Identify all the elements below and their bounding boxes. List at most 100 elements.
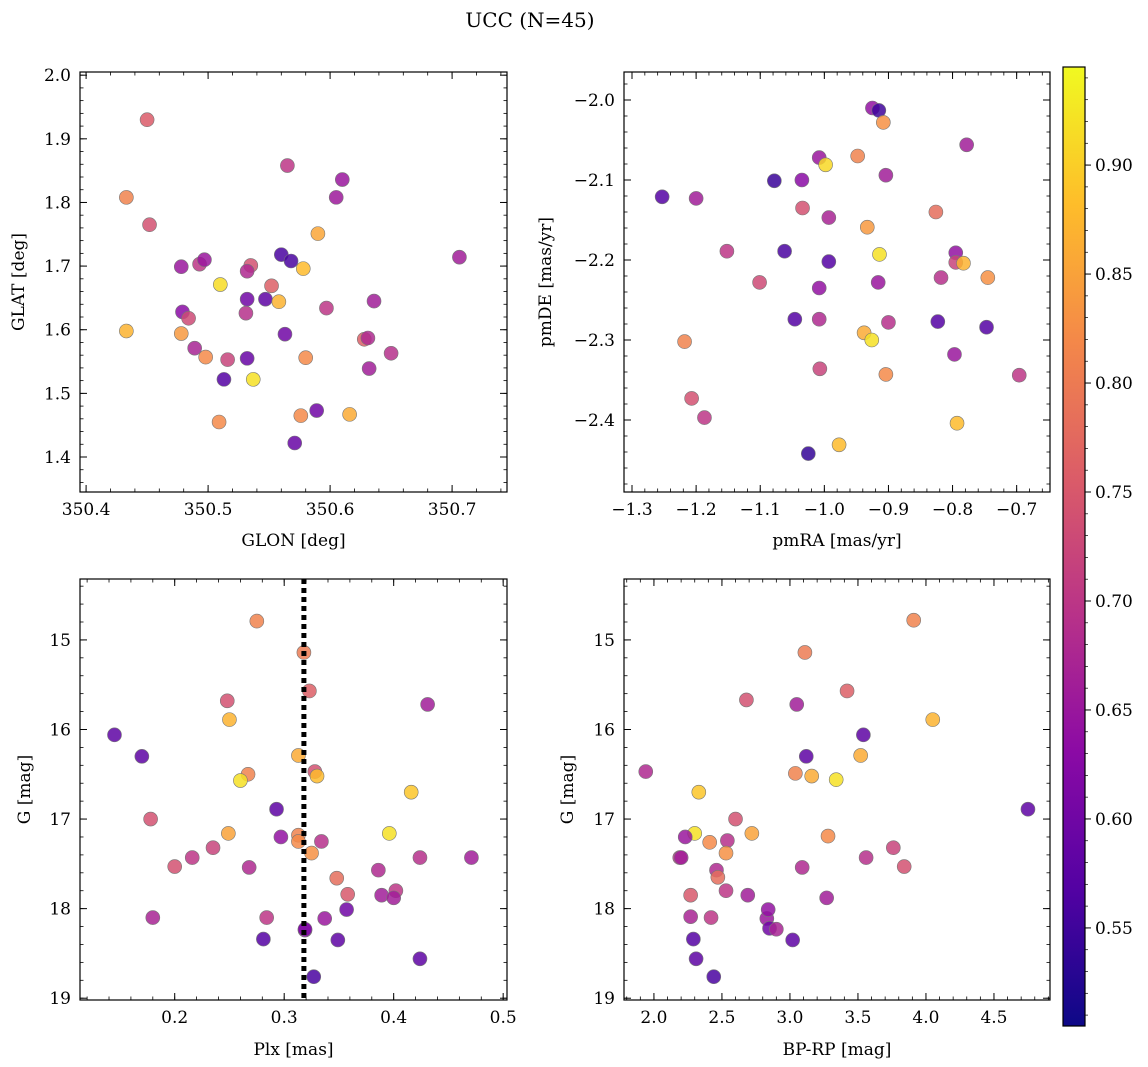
scatter-point xyxy=(374,887,389,903)
scatter-point xyxy=(720,833,735,848)
y-tick-label: 19 xyxy=(49,989,71,1009)
y-tick-label: 18 xyxy=(593,900,615,920)
scatter-point xyxy=(850,148,865,164)
x-tick-label: −1.2 xyxy=(675,500,716,520)
x-tick-label: 0.4 xyxy=(380,1008,407,1028)
scatter-point xyxy=(794,860,810,875)
scatter-point xyxy=(360,330,376,346)
scatter-point xyxy=(403,784,419,800)
x-tick-label: 3.0 xyxy=(776,1008,803,1028)
x-tick-label: 2.0 xyxy=(640,1008,667,1028)
scatter-point xyxy=(205,840,221,856)
scatter-point xyxy=(881,315,896,330)
colorbar-tick-label: 0.80 xyxy=(1095,374,1133,394)
scatter-point xyxy=(328,190,344,205)
scatter-point xyxy=(878,367,894,382)
scatter-point xyxy=(785,932,800,948)
scatter-point xyxy=(184,850,200,865)
scatter-point xyxy=(718,845,734,861)
axes-frame xyxy=(79,71,508,493)
scatter-point xyxy=(728,811,743,827)
scatter-point xyxy=(819,890,834,906)
scatter-point xyxy=(864,332,880,348)
y-axis-label: G [mag] xyxy=(15,755,35,824)
scatter-point xyxy=(259,910,274,925)
y-tick-label: 1.5 xyxy=(44,384,71,404)
scatter-point xyxy=(280,158,295,173)
scatter-point xyxy=(870,275,886,290)
scatter-point xyxy=(683,887,698,903)
y-tick-label: 19 xyxy=(593,989,615,1009)
colorbar-tick-label: 0.60 xyxy=(1095,810,1133,830)
scatter-point xyxy=(295,261,311,276)
scatter-point xyxy=(334,172,350,187)
scatter-point xyxy=(959,137,974,153)
colorbar-tick-label: 0.85 xyxy=(1095,265,1133,285)
y-tick-label: 1.7 xyxy=(44,257,71,277)
x-axis-label: BP-RP [mag] xyxy=(783,1040,892,1060)
scatter-point xyxy=(933,270,949,285)
scatter-point xyxy=(820,828,836,844)
scatter-point xyxy=(886,840,901,856)
scatter-point xyxy=(818,157,833,173)
scatter-point xyxy=(787,311,803,327)
scatter-point xyxy=(1011,367,1027,383)
colorbar-frame xyxy=(1062,66,1086,1027)
scatter-point xyxy=(706,969,722,985)
scatter-point xyxy=(382,826,397,841)
scatter-point xyxy=(293,408,309,423)
x-tick-label: 0.2 xyxy=(161,1008,188,1028)
x-tick-label: 2.5 xyxy=(708,1008,735,1028)
y-tick-label: 16 xyxy=(49,720,71,740)
x-tick-label: 3.5 xyxy=(844,1008,871,1028)
scatter-point xyxy=(271,294,287,310)
scatter-point xyxy=(821,210,837,225)
scatter-point xyxy=(143,811,158,827)
scatter-point xyxy=(925,712,941,727)
scatter-point xyxy=(342,407,357,422)
scatter-point xyxy=(173,259,189,275)
y-tick-label: −2.3 xyxy=(574,331,615,351)
scatter-point xyxy=(831,437,847,453)
scatter-point xyxy=(760,902,776,917)
axes-frame xyxy=(623,578,1051,1001)
y-axis-label: pmDE [mas/yr] xyxy=(536,217,556,347)
x-tick-label: 4.5 xyxy=(980,1008,1007,1028)
scatter-point xyxy=(654,189,670,205)
scatter-point xyxy=(304,845,319,861)
panel-glon-glat: GLON [deg] GLAT [deg] 350.4 350.5 350.6 350… xyxy=(9,66,508,551)
scatter-point xyxy=(134,749,150,764)
scatter-point xyxy=(684,391,699,406)
scatter-point xyxy=(366,293,382,309)
scatter-point xyxy=(872,247,887,262)
scatter-point xyxy=(264,278,279,294)
scatter-point xyxy=(677,829,693,845)
scatter-point xyxy=(239,263,255,279)
y-axis-label: G [mag] xyxy=(558,755,578,824)
scatter-point xyxy=(980,270,996,285)
axes-frame xyxy=(623,71,1051,493)
scatter-point xyxy=(145,910,161,925)
scatter-point xyxy=(269,801,284,817)
scatter-point xyxy=(719,243,735,259)
scatter-point xyxy=(383,345,399,361)
scatter-point xyxy=(811,311,827,327)
scatter-point xyxy=(310,226,326,241)
scatter-point xyxy=(181,310,196,326)
scatter-point xyxy=(258,291,273,307)
scatter-point xyxy=(277,326,293,342)
scatter-point xyxy=(239,351,255,366)
x-tick-label: 0.3 xyxy=(271,1008,298,1028)
x-tick-label: −1.0 xyxy=(804,500,845,520)
scatter-point xyxy=(139,112,155,128)
y-tick-label: −2.1 xyxy=(574,171,615,191)
scatter-point xyxy=(221,826,236,841)
x-axis-label: pmRA [mas/yr] xyxy=(772,531,901,551)
scatter-point xyxy=(330,932,346,948)
scatter-point xyxy=(906,612,922,628)
scatter-point xyxy=(309,768,325,784)
scatter-point xyxy=(801,446,816,461)
scatter-point xyxy=(956,255,971,271)
x-tick-label: −1.1 xyxy=(740,500,781,520)
scatter-point xyxy=(789,697,805,712)
